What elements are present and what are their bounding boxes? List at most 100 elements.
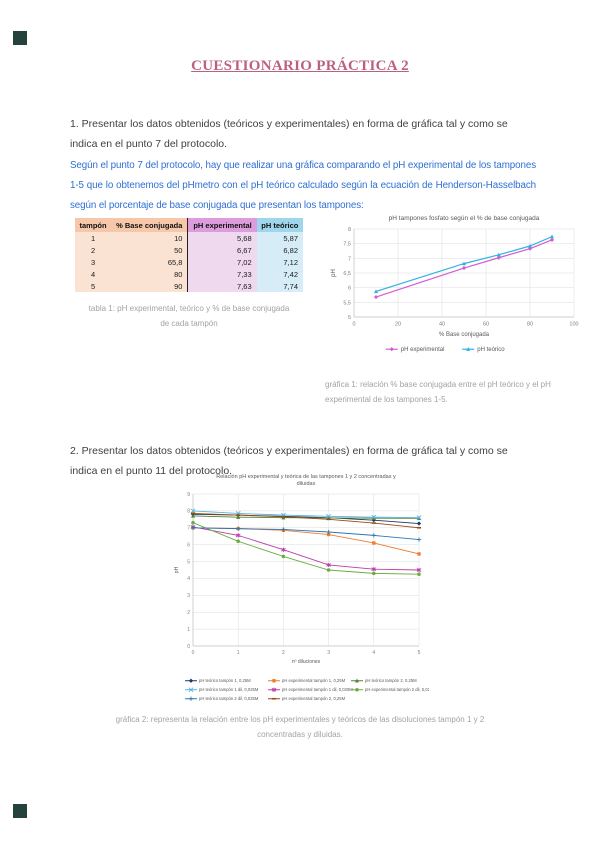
table-cell: 2 xyxy=(75,244,112,256)
y-axis-label: pH xyxy=(174,566,180,573)
table-cell: 5,87 xyxy=(256,232,303,244)
svg-text:60: 60 xyxy=(483,322,489,328)
chart-series-line xyxy=(192,522,420,575)
svg-text:7: 7 xyxy=(187,526,190,532)
svg-text:1: 1 xyxy=(187,627,190,633)
chart-series-line xyxy=(192,512,420,529)
table-cell: 7,02 xyxy=(187,256,257,268)
chart-2-block: 0 1 2 3 4 5 6 7 8 9 0 1 2 3 4 5 Relación pH experimental… xyxy=(171,470,429,708)
legend-item-label: pH teórico xyxy=(477,347,505,353)
y-axis-label: pH xyxy=(331,269,337,277)
svg-text:5,5: 5,5 xyxy=(343,300,351,306)
table-cell: 7,63 xyxy=(187,280,257,292)
svg-text:7: 7 xyxy=(348,256,351,262)
table-row: 1 10 5,68 5,87 xyxy=(75,232,303,244)
chart-title: pH tampones fosfato según el % de base c… xyxy=(389,215,540,222)
svg-text:8: 8 xyxy=(348,227,351,233)
legend-item-label: pH teórico tampón 1, 0,25M xyxy=(199,678,251,683)
legend-item-label: pH experimental tampón 2, 0,25M xyxy=(282,696,346,701)
table-cell: 50 xyxy=(111,244,189,256)
chart-1-caption: gráfica 1: relación % base conjugada ent… xyxy=(325,380,551,404)
table-cell: 4 xyxy=(75,268,112,280)
legend-item-label: pH experimental tampón 1 dil, 0,025M xyxy=(282,687,353,692)
chart-title: diluidas xyxy=(297,481,316,487)
svg-text:100: 100 xyxy=(569,322,578,328)
table-cell: 7,33 xyxy=(187,268,257,280)
question-2: 2. Presentar los datos obtenidos (teóric… xyxy=(70,444,508,477)
chart-title: Relación pH experimental y teórica de la… xyxy=(216,474,396,480)
legend-item-label: pH teórico tampón 1 dil, 0,025M xyxy=(199,687,259,692)
page-title: CUESTIONARIO PRÁCTICA 2 xyxy=(191,58,409,74)
answer-1: Según el punto 7 del protocolo, hay que … xyxy=(70,159,536,211)
table-cell: 65,8 xyxy=(111,256,189,268)
table-row: 3 65,8 7,02 7,12 xyxy=(75,256,303,268)
legend-item-label: pH experimental tampón 1, 0,25M xyxy=(282,678,346,683)
legend-item-label: pH teórico tampón 2, 0,25M xyxy=(365,678,417,683)
question-1: 1. Presentar los datos obtenidos (teóric… xyxy=(70,117,508,150)
table-row: 4 80 7,33 7,42 xyxy=(75,268,303,280)
svg-text:2: 2 xyxy=(282,650,285,656)
chart-series-line xyxy=(192,527,420,541)
svg-text:2: 2 xyxy=(187,610,190,616)
table-cell: 90 xyxy=(111,280,189,292)
chart-2-caption: gráfica 2: representa la relación entre … xyxy=(115,715,485,739)
table-header-cell: pH experimental xyxy=(187,218,257,232)
data-table: tampón% Base conjugada pH experimental pH … xyxy=(75,218,303,292)
svg-text:3: 3 xyxy=(327,650,330,656)
table-header-cell: pH teórico xyxy=(256,218,303,232)
svg-text:1: 1 xyxy=(237,650,240,656)
table-block: tampón% Base conjugada pH experimental pH … xyxy=(75,218,303,331)
x-axis-label: nº diluciones xyxy=(292,659,321,665)
svg-text:7,5: 7,5 xyxy=(343,242,351,248)
chart-canvas: 55,566,577,580 20 40 60 80 100 xyxy=(343,227,578,328)
svg-text:0: 0 xyxy=(192,650,195,656)
svg-text:80: 80 xyxy=(527,322,533,328)
table-cell: 5,68 xyxy=(187,232,257,244)
table-row: 2 50 6,67 6,82 xyxy=(75,244,303,256)
table-cell: 80 xyxy=(111,268,189,280)
chart-legend: pH experimental pH teórico xyxy=(385,347,505,353)
svg-text:5: 5 xyxy=(418,650,421,656)
table-row: 5 90 7,63 7,74 xyxy=(75,280,303,292)
chart-series-line xyxy=(192,527,420,555)
svg-text:20: 20 xyxy=(395,322,401,328)
svg-text:4: 4 xyxy=(187,576,190,582)
svg-text:3: 3 xyxy=(187,593,190,599)
corner-mark-top xyxy=(13,31,27,45)
table-header-cell: tampón xyxy=(75,218,112,232)
table-header-cell: % Base conjugada xyxy=(111,218,189,232)
legend-item-label: pH experimental tampón 2 dil, 0,025M xyxy=(365,687,429,692)
table-cell: 10 xyxy=(111,232,189,244)
table-cell: 6,67 xyxy=(187,244,257,256)
table-cell: 6,82 xyxy=(256,244,303,256)
chart-series-line xyxy=(192,510,420,519)
x-axis-label: % Base conjugada xyxy=(439,332,490,338)
chart-series-line xyxy=(192,526,420,571)
svg-text:40: 40 xyxy=(439,322,445,328)
table-cell: 7,42 xyxy=(256,268,303,280)
svg-text:4: 4 xyxy=(372,650,375,656)
chart-legend: pH teórico tampón 1, 0,25M pH experimenta… xyxy=(185,678,429,701)
table-cell: 3 xyxy=(75,256,112,268)
chart-2: 0 1 2 3 4 5 6 7 8 9 0 1 2 3 4 5 Relación pH experimental… xyxy=(174,474,429,701)
legend-item-label: pH experimental xyxy=(401,347,445,353)
svg-text:9: 9 xyxy=(187,492,190,498)
corner-mark-bottom xyxy=(13,804,27,818)
svg-text:6: 6 xyxy=(187,542,190,548)
svg-text:0: 0 xyxy=(352,322,355,328)
svg-text:0: 0 xyxy=(187,644,190,650)
svg-text:6,5: 6,5 xyxy=(343,271,351,277)
chart-1-block: 5 5,5 6 6,5 7 7,5 8 0 20 40 60 80 100 pH tampones fos… xyxy=(328,211,580,363)
table-cell: 7,12 xyxy=(256,256,303,268)
table-cell: 1 xyxy=(75,232,112,244)
legend-item-label: pH teórico tampón 2 dil, 0,025M xyxy=(199,696,259,701)
chart-canvas: 0 1 2 3 4 5 6 7 8 9 0 1 2 3 4 5 xyxy=(187,492,422,656)
table-caption: tabla 1: pH experimental, teórico y % de… xyxy=(88,304,290,328)
svg-text:5: 5 xyxy=(348,315,351,321)
table-cell: 5 xyxy=(75,280,112,292)
svg-text:5: 5 xyxy=(187,559,190,565)
svg-text:8: 8 xyxy=(187,509,190,515)
table-cell: 7,74 xyxy=(256,280,303,292)
